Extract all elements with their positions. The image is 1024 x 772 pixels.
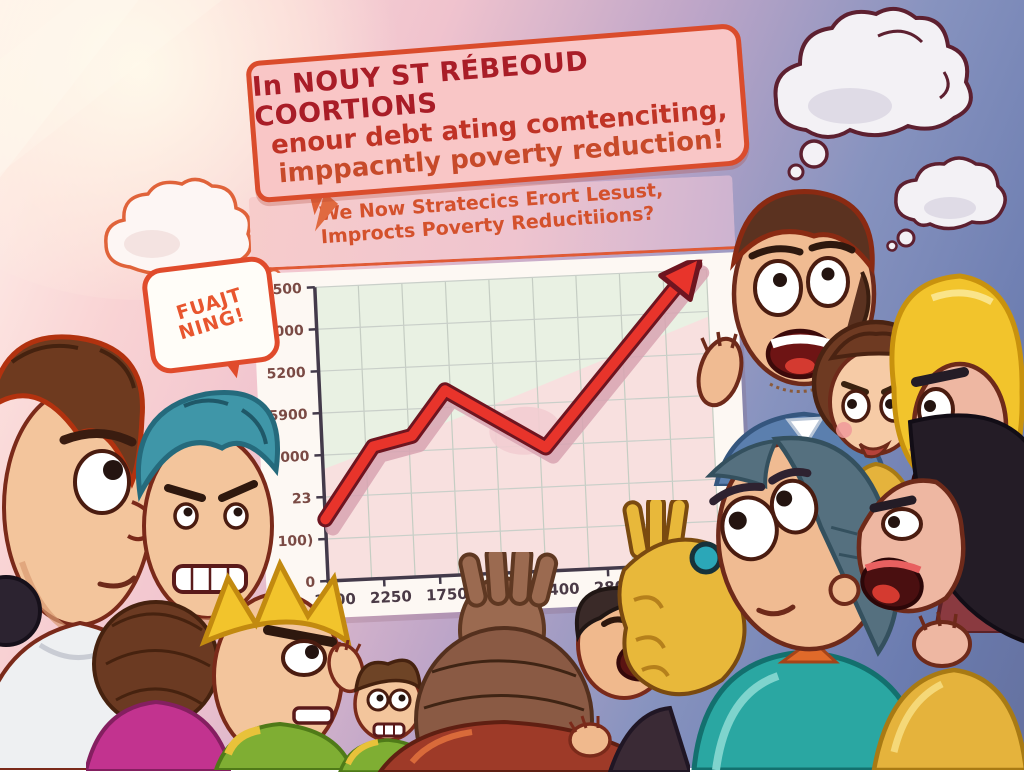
- thought-cloud-small: [884, 146, 1014, 256]
- speech-bubble: FUAJT NING!: [140, 254, 282, 375]
- y-axis-tick-label: 23: [292, 491, 312, 508]
- character-yellow-shirt-screamer: [850, 412, 1024, 770]
